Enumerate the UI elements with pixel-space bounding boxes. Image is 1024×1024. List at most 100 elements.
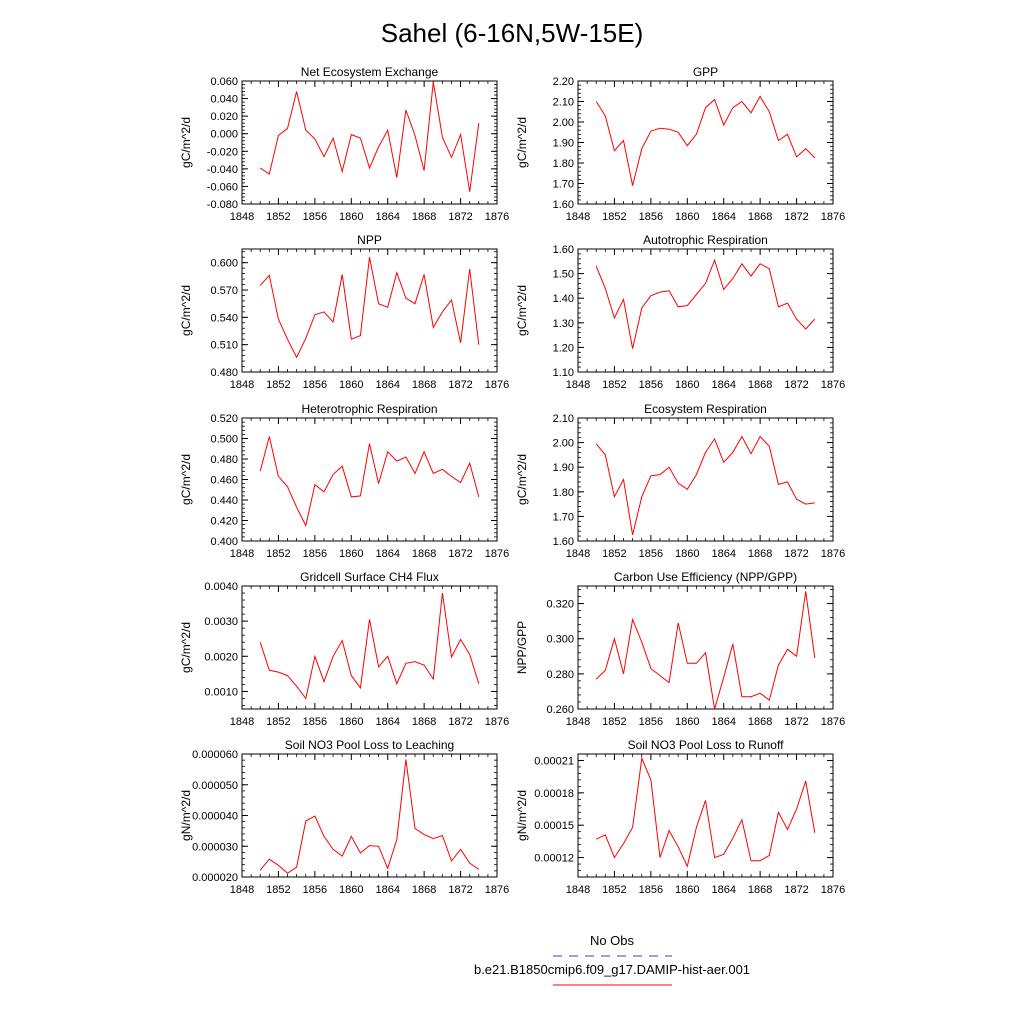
series-line [595, 435, 815, 536]
x-tick-label: 1864 [375, 884, 399, 896]
x-tick-label: 1856 [303, 716, 327, 728]
y-tick-label: 1.70 [553, 179, 574, 191]
x-tick-label: 1860 [675, 211, 699, 223]
y-tick-label: 2.00 [553, 117, 574, 129]
y-axis-label: gN/m^2/d [179, 790, 193, 841]
x-tick-label: 1848 [566, 211, 590, 223]
x-tick-label: 1860 [675, 548, 699, 560]
x-tick-label: 1860 [675, 884, 699, 896]
x-tick-label: 1864 [375, 716, 399, 728]
x-tick-label: 1860 [339, 211, 363, 223]
legend-label-no-obs: No Obs [590, 933, 635, 948]
y-tick-label: 0.570 [210, 285, 238, 297]
x-tick-label: 1860 [675, 716, 699, 728]
panel-net-ecosystem-exchange: 1848 1852 1856 1860 1864 1868 1872 1876 -0.080 -0… [179, 65, 509, 223]
x-tick-label: 1864 [375, 211, 399, 223]
y-tick-label: 0.300 [546, 634, 574, 646]
x-tick-label: 1852 [602, 716, 626, 728]
y-tick-label: -0.020 [207, 146, 238, 158]
panel-title: Net Ecosystem Exchange [301, 65, 439, 79]
x-tick-label: 1848 [566, 379, 590, 391]
y-axis-label: NPP/GPP [515, 621, 529, 674]
y-tick-label: 1.80 [553, 487, 574, 499]
x-tick-label: 1872 [784, 379, 808, 391]
y-tick-label: 1.50 [553, 269, 574, 281]
y-tick-label: 1.10 [553, 367, 574, 379]
y-tick-label: -0.040 [207, 164, 238, 176]
y-tick-label: 0.00012 [534, 853, 574, 865]
y-tick-label: 0.060 [210, 76, 238, 88]
x-tick-label: 1848 [566, 716, 590, 728]
series-line [595, 591, 816, 710]
x-tick-label: 1852 [602, 884, 626, 896]
y-tick-label: 0.020 [210, 111, 238, 123]
x-tick-label: 1856 [303, 884, 327, 896]
panel-title: Ecosystem Respiration [644, 402, 767, 416]
y-tick-label: 0.510 [210, 340, 238, 352]
y-tick-label: 0.00015 [534, 820, 574, 832]
x-tick-label: 1852 [266, 548, 290, 560]
x-tick-label: 1872 [448, 211, 472, 223]
panel-carbon-use-efficiency-npp-gpp: 1848 1852 1856 1860 1864 1868 1872 1876 0.260 0.2… [515, 570, 845, 728]
x-tick-label: 1876 [485, 884, 509, 896]
y-tick-label: 1.90 [553, 138, 574, 150]
y-tick-label: 0.00021 [534, 755, 574, 767]
legend-label-model-run: b.e21.B1850cmip6.f09_g17.DAMIP-hist-aer.… [474, 962, 750, 977]
y-tick-label: 2.10 [553, 413, 574, 425]
x-tick-label: 1864 [711, 548, 735, 560]
series-line [595, 258, 816, 349]
x-tick-label: 1856 [303, 548, 327, 560]
y-tick-label: 1.30 [553, 318, 574, 330]
x-tick-label: 1876 [821, 548, 845, 560]
x-tick-label: 1876 [821, 716, 845, 728]
x-tick-label: 1872 [448, 548, 472, 560]
panel-ecosystem-respiration: 1848 1852 1856 1860 1864 1868 1872 1876 1.60 1.70… [515, 402, 845, 560]
y-tick-label: 2.20 [553, 76, 574, 88]
x-tick-label: 1852 [266, 884, 290, 896]
x-tick-label: 1864 [711, 884, 735, 896]
x-tick-label: 1868 [412, 379, 436, 391]
figure-title: Sahel (6-16N,5W-15E) [381, 18, 644, 48]
y-tick-label: 2.00 [553, 438, 574, 450]
x-tick-label: 1864 [375, 379, 399, 391]
y-tick-label: 0.000040 [192, 811, 238, 823]
panel-soil-no3-pool-loss-to-leaching: 1848 1852 1856 1860 1864 1868 1872 1876 0.000020… [179, 738, 509, 896]
x-tick-label: 1848 [566, 548, 590, 560]
y-tick-label: 0.040 [210, 94, 238, 106]
y-tick-label: 0.000050 [192, 780, 238, 792]
y-tick-label: 0.000030 [192, 841, 238, 853]
y-tick-label: 1.40 [553, 293, 574, 305]
panel-gpp: 1848 1852 1856 1860 1864 1868 1872 1876 1.60 1.70… [515, 65, 845, 223]
legend: No Obs b.e21.B1850cmip6.f09_g17.DAMIP-hi… [474, 933, 750, 986]
y-tick-label: 0.600 [210, 258, 238, 270]
y-axis-label: gC/m^2/d [179, 622, 193, 673]
x-tick-label: 1852 [266, 211, 290, 223]
x-tick-label: 1872 [448, 884, 472, 896]
panel-title: NPP [357, 233, 382, 247]
y-axis-label: gC/m^2/d [515, 117, 529, 168]
panel-title: GPP [693, 65, 718, 79]
x-tick-label: 1856 [639, 884, 663, 896]
x-tick-label: 1868 [412, 211, 436, 223]
x-tick-label: 1872 [784, 548, 808, 560]
panel-autotrophic-respiration: 1848 1852 1856 1860 1864 1868 1872 1876 1.10 1.20… [515, 233, 845, 391]
y-tick-label: 1.90 [553, 462, 574, 474]
y-axis-label: gN/m^2/d [515, 790, 529, 841]
x-tick-label: 1848 [230, 716, 254, 728]
y-tick-label: 0.000020 [192, 872, 238, 884]
x-tick-label: 1876 [485, 211, 509, 223]
y-tick-label: 1.60 [553, 199, 574, 211]
y-tick-label: 0.260 [546, 704, 574, 716]
y-tick-label: 0.460 [210, 475, 238, 487]
x-tick-label: 1868 [748, 884, 772, 896]
x-tick-label: 1872 [448, 716, 472, 728]
x-tick-label: 1872 [448, 379, 472, 391]
x-tick-label: 1856 [303, 211, 327, 223]
x-tick-label: 1856 [639, 379, 663, 391]
series-line [259, 257, 480, 359]
x-tick-label: 1872 [784, 884, 808, 896]
y-tick-label: 2.10 [553, 97, 574, 109]
y-tick-label: 0.0010 [204, 686, 238, 698]
x-tick-label: 1868 [412, 548, 436, 560]
